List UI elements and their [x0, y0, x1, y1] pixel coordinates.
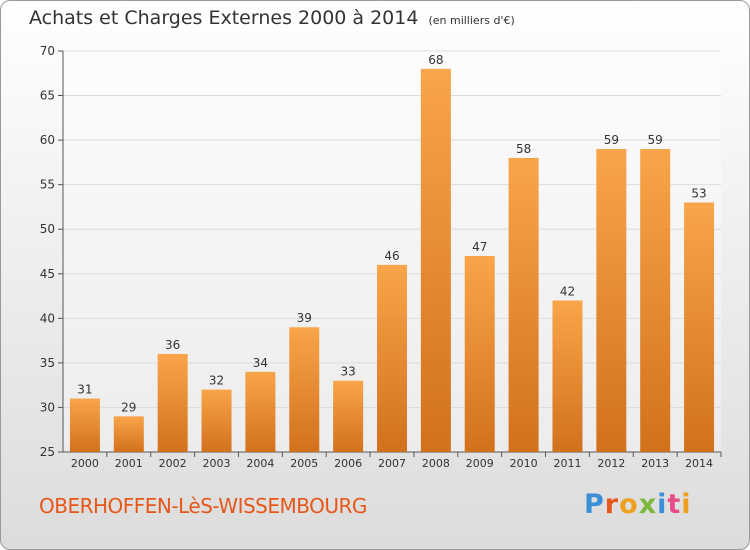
y-tick-label: 65	[40, 89, 55, 103]
x-tick-label: 2001	[115, 457, 143, 470]
logo-letter: r	[604, 489, 620, 520]
y-tick-label: 70	[40, 44, 55, 58]
bar	[201, 389, 232, 452]
y-tick-label: 40	[40, 311, 55, 325]
x-tick-label: 2005	[290, 457, 318, 470]
bar	[464, 255, 495, 452]
proxiti-logo: Proxiti	[584, 489, 692, 520]
x-tick-label: 2007	[378, 457, 406, 470]
y-tick-label: 60	[40, 133, 55, 147]
bar-value-label: 32	[209, 374, 224, 388]
x-tick-label: 2002	[159, 457, 187, 470]
logo-letter: i	[681, 489, 692, 520]
bar-value-label: 53	[691, 186, 706, 200]
chart-title: Achats et Charges Externes 2000 à 2014 (e…	[29, 7, 515, 29]
y-tick-label: 45	[40, 267, 55, 281]
logo-letter: i	[657, 489, 668, 520]
bar-value-label: 42	[560, 285, 575, 299]
x-tick-label: 2012	[597, 457, 625, 470]
bar-value-label: 58	[516, 142, 531, 156]
bar	[245, 371, 276, 452]
chart-title-text: Achats et Charges Externes 2000 à 2014	[29, 7, 419, 29]
bar-value-label: 46	[384, 249, 399, 263]
bar	[420, 68, 451, 453]
x-tick-label: 2011	[553, 457, 581, 470]
bar	[333, 380, 364, 452]
chart-unit: (en milliers d'€)	[428, 14, 515, 27]
y-tick-label: 55	[40, 178, 55, 192]
x-tick-label: 2008	[422, 457, 450, 470]
bar-value-label: 34	[253, 356, 268, 370]
x-tick-label: 2010	[510, 457, 538, 470]
bar-value-label: 59	[648, 133, 663, 147]
bar	[508, 157, 539, 452]
bar	[377, 264, 407, 452]
bar-value-label: 68	[428, 53, 443, 67]
bar	[552, 300, 583, 452]
bar	[69, 398, 100, 452]
x-tick-label: 2006	[334, 457, 362, 470]
bar-value-label: 47	[472, 240, 487, 254]
bar	[289, 327, 320, 452]
bar-value-label: 39	[297, 311, 312, 325]
y-tick-label: 35	[40, 356, 55, 370]
bar-value-label: 31	[77, 383, 92, 397]
bar-value-label: 36	[165, 338, 180, 352]
x-tick-label: 2014	[685, 457, 713, 470]
bar-value-label: 59	[604, 133, 619, 147]
x-tick-label: 2000	[71, 457, 99, 470]
bar-value-label: 33	[340, 365, 355, 379]
x-tick-label: 2009	[466, 457, 494, 470]
y-tick-label: 50	[40, 222, 55, 236]
x-tick-label: 2003	[203, 457, 231, 470]
logo-letter: t	[667, 489, 682, 520]
logo-letter: o	[619, 489, 639, 520]
commune-name: OBERHOFFEN-LèS-WISSEMBOURG	[39, 494, 367, 518]
logo-letter: x	[638, 489, 658, 520]
bar	[684, 202, 715, 452]
bar-value-label: 29	[121, 400, 136, 414]
x-tick-label: 2013	[641, 457, 669, 470]
bar	[157, 353, 188, 452]
bar	[113, 416, 144, 452]
bar	[640, 149, 671, 452]
bar	[596, 149, 627, 452]
y-tick-label: 25	[40, 445, 55, 459]
x-tick-label: 2004	[246, 457, 274, 470]
y-tick-label: 30	[40, 400, 55, 414]
logo-letter: P	[584, 489, 605, 520]
